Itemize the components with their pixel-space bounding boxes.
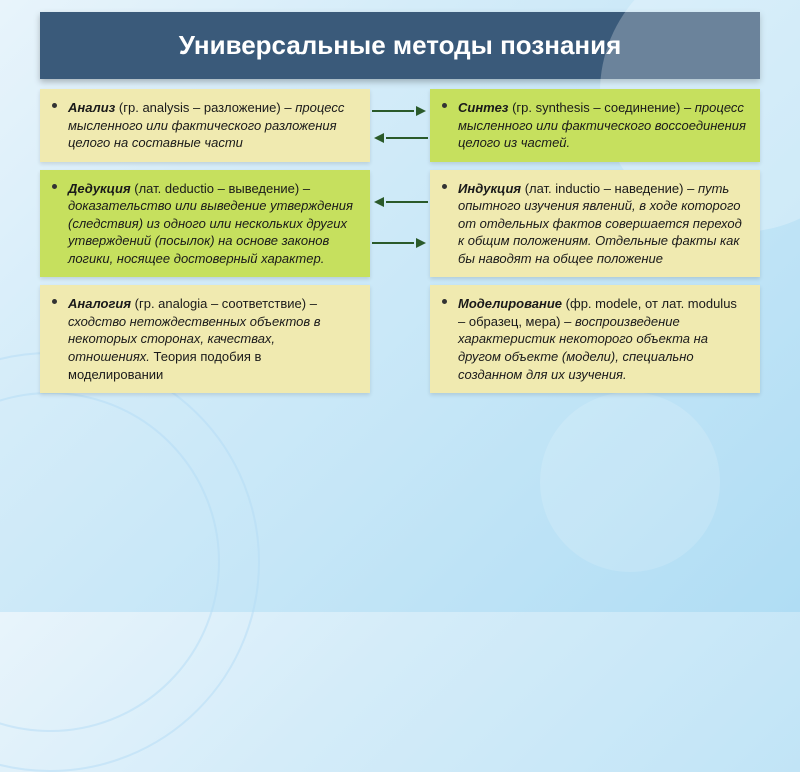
term-analogy: Аналогия: [68, 296, 131, 311]
cell-deduction: Дедукция (лат. deductio – выведение) – д…: [40, 170, 370, 278]
cell-analysis: Анализ (гр. analysis – разложение) – про…: [40, 89, 370, 162]
bullet-icon: [52, 299, 57, 304]
bullet-icon: [442, 103, 447, 108]
etym-synthesis: (гр. synthesis – соединение): [512, 100, 680, 115]
bullet-icon: [442, 299, 447, 304]
bullet-icon: [442, 184, 447, 189]
etym-induction: (лат. inductio – наведение): [525, 181, 684, 196]
term-synthesis: Синтез: [458, 100, 508, 115]
row-analysis-synthesis: Анализ (гр. analysis – разложение) – про…: [40, 89, 760, 162]
row-analogy-modeling: Аналогия (гр. analogia – соответствие) –…: [40, 285, 760, 393]
bullet-icon: [52, 103, 57, 108]
cell-induction: Индукция (лат. inductio – наведение) – п…: [430, 170, 760, 278]
cell-analogy: Аналогия (гр. analogia – соответствие) –…: [40, 285, 370, 393]
term-deduction: Дедукция: [68, 181, 131, 196]
row-deduction-induction: Дедукция (лат. deductio – выведение) – д…: [40, 170, 760, 278]
etym-analysis: (гр. analysis – разложение): [119, 100, 281, 115]
term-modeling: Моделирование: [458, 296, 562, 311]
etym-deduction: (лат. deductio – выведение): [134, 181, 299, 196]
arrow-right-icon: [372, 105, 428, 117]
arrow-left-icon: [372, 132, 428, 144]
etym-analogy: (гр. analogia – соответствие): [135, 296, 306, 311]
methods-grid: Анализ (гр. analysis – разложение) – про…: [0, 89, 800, 393]
arrow-left-icon: [372, 196, 428, 208]
bullet-icon: [52, 184, 57, 189]
cell-modeling: Моделирование (фр. modele, от лат. modul…: [430, 285, 760, 393]
term-analysis: Анализ: [68, 100, 115, 115]
cell-synthesis: Синтез (гр. synthesis – соединение) – пр…: [430, 89, 760, 162]
arrow-right-icon: [372, 237, 428, 249]
term-induction: Индукция: [458, 181, 521, 196]
